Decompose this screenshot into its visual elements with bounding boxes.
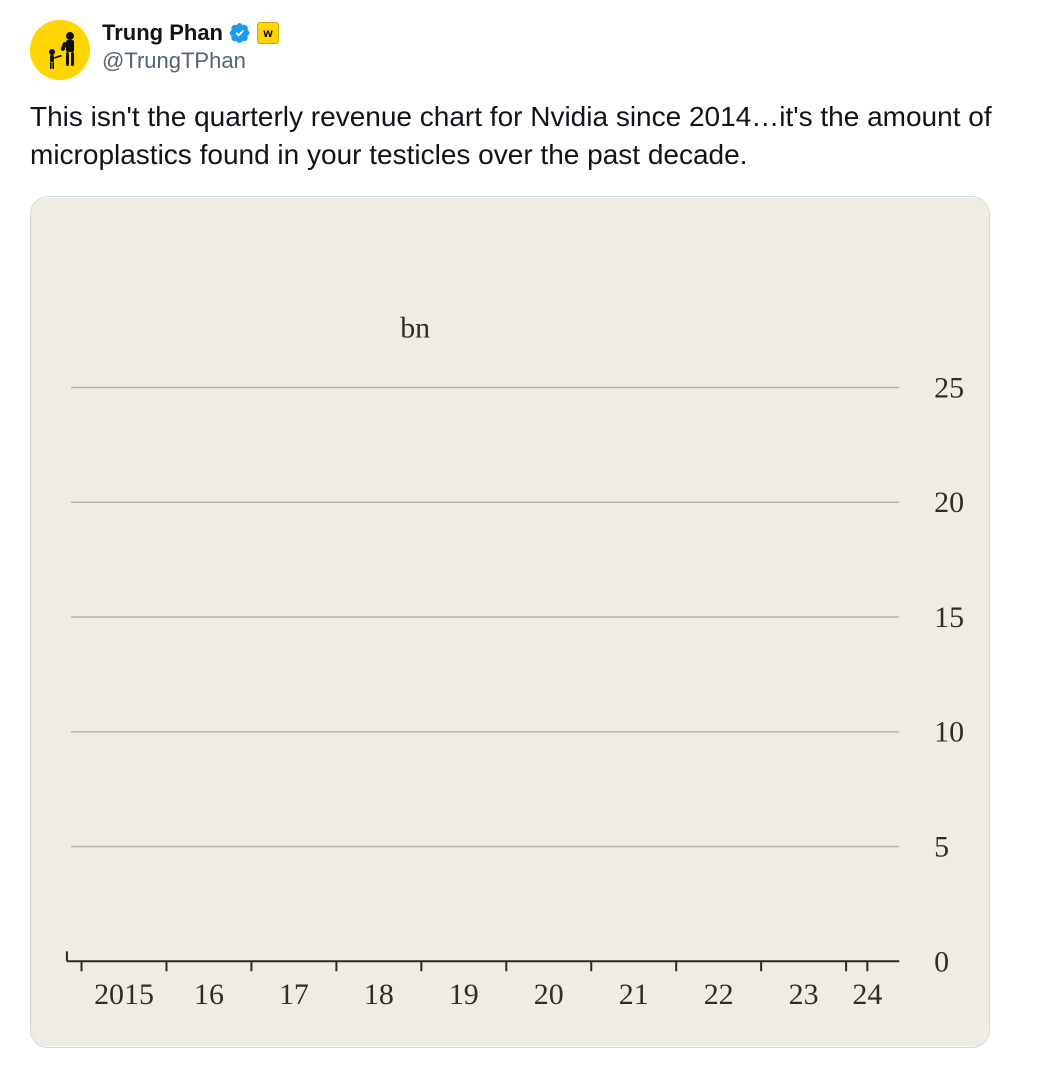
x-axis-label: 22 [704, 978, 734, 1011]
svg-text:20: 20 [934, 486, 964, 519]
verified-icon [229, 22, 251, 44]
chart-card: 0 5 10 15 20 25 bn 2015 16 17 18 19 20 21 22 23 24 [30, 196, 990, 1048]
user-block: Trung Phan w @TrungTPhan [102, 20, 279, 74]
x-axis-label: 21 [619, 978, 649, 1011]
svg-text:25: 25 [934, 371, 964, 404]
handle[interactable]: @TrungTPhan [102, 48, 279, 74]
x-axis-label: 19 [449, 978, 479, 1011]
bar-chart: 0 5 10 15 20 25 bn 2015 16 17 18 19 20 21 22 23 24 [31, 197, 989, 1047]
svg-text:0: 0 [934, 945, 949, 978]
avatar[interactable] [30, 20, 90, 80]
svg-text:bn: bn [400, 311, 430, 344]
tweet-header: Trung Phan w @TrungTPhan [30, 20, 1012, 80]
org-badge-icon: w [257, 22, 279, 44]
x-axis-label: 23 [789, 978, 819, 1011]
x-axis-label: 17 [279, 978, 309, 1011]
x-axis-label: 18 [364, 978, 394, 1011]
display-name[interactable]: Trung Phan [102, 20, 223, 46]
svg-text:10: 10 [934, 715, 964, 748]
x-axis-label: 20 [534, 978, 564, 1011]
x-axis-label: 16 [194, 978, 224, 1011]
svg-text:5: 5 [934, 830, 949, 863]
svg-text:15: 15 [934, 601, 964, 634]
x-axis-label: 2015 [94, 978, 154, 1011]
x-axis-label: 24 [852, 978, 882, 1011]
tweet-text: This isn't the quarterly revenue chart f… [30, 98, 1012, 174]
